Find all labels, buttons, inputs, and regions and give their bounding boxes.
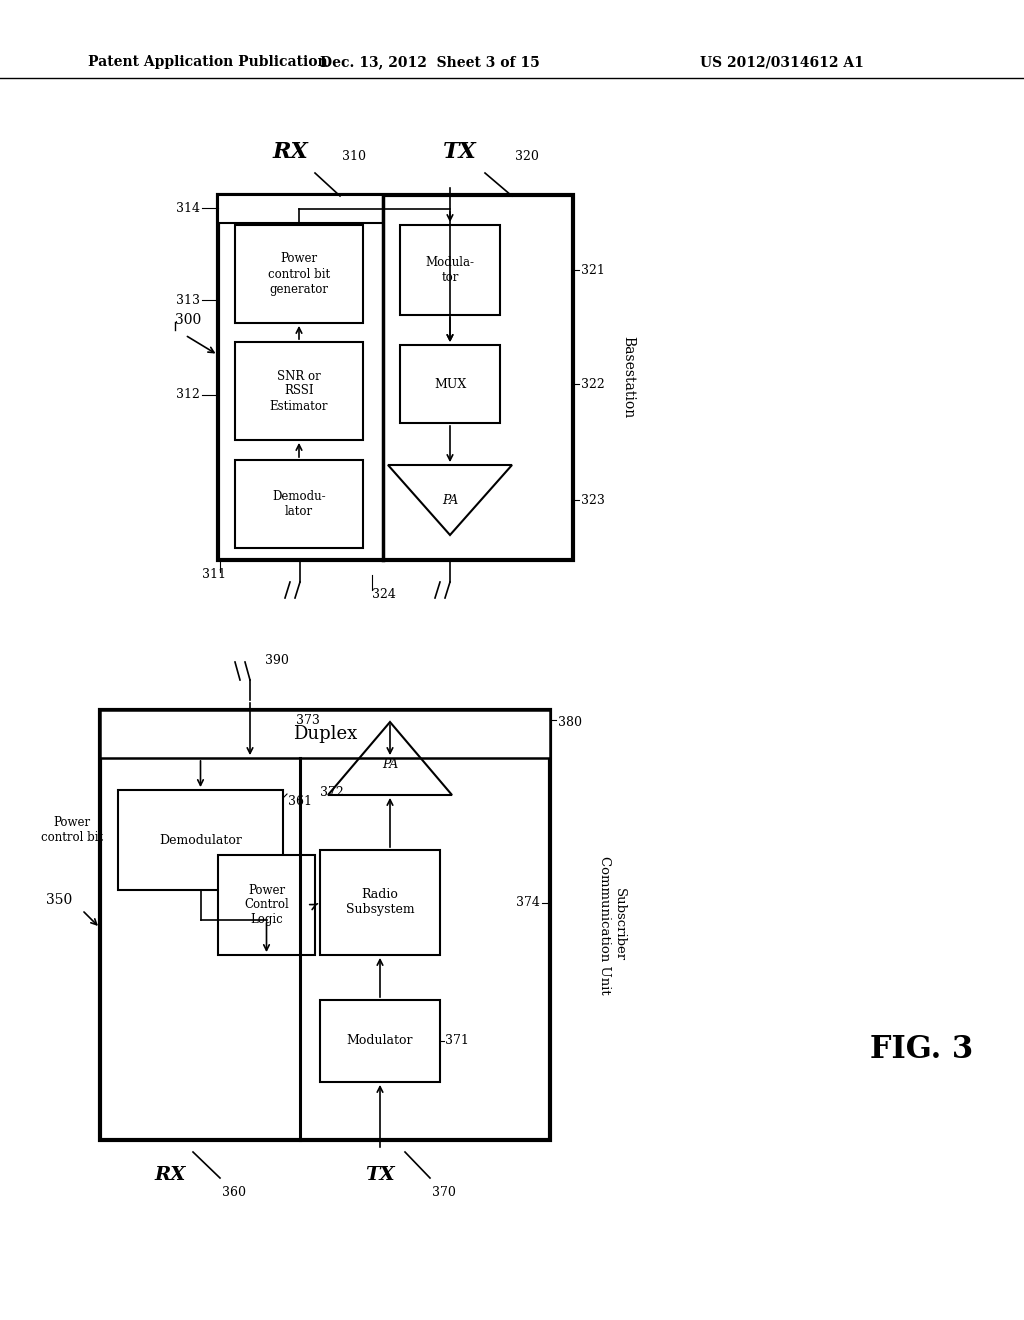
Bar: [234, 459, 362, 548]
Text: 371: 371: [445, 1035, 469, 1048]
Text: SNR or
RSSI
Estimator: SNR or RSSI Estimator: [269, 370, 329, 412]
Text: 323: 323: [581, 494, 605, 507]
Bar: [218, 195, 383, 223]
Text: PA: PA: [442, 494, 458, 507]
Text: PA: PA: [382, 759, 398, 771]
Text: RX: RX: [272, 141, 308, 162]
Bar: [234, 342, 362, 440]
Text: 370: 370: [432, 1185, 456, 1199]
Text: Power
control bit: Power control bit: [41, 816, 103, 843]
Text: TX: TX: [443, 141, 477, 162]
Bar: [319, 1001, 440, 1082]
Text: Modula-
tor: Modula- tor: [426, 256, 474, 284]
Text: Demodu-
lator: Demodu- lator: [272, 490, 326, 517]
Bar: [100, 710, 550, 758]
Text: Power
control bit
generator: Power control bit generator: [268, 252, 330, 296]
Text: 390: 390: [265, 653, 289, 667]
Text: 361: 361: [288, 795, 312, 808]
Text: 350: 350: [46, 894, 72, 907]
Text: Modulator: Modulator: [347, 1035, 414, 1048]
Text: US 2012/0314612 A1: US 2012/0314612 A1: [700, 55, 864, 69]
Bar: [218, 195, 573, 560]
Text: Patent Application Publication: Patent Application Publication: [88, 55, 328, 69]
Text: 360: 360: [222, 1185, 246, 1199]
Bar: [319, 850, 440, 954]
Bar: [218, 855, 315, 954]
Text: MUX: MUX: [434, 378, 466, 391]
Text: 374: 374: [516, 896, 540, 909]
Text: 321: 321: [581, 264, 605, 276]
Text: Subscriber
Communication Unit: Subscriber Communication Unit: [598, 855, 626, 994]
Text: 373: 373: [296, 714, 319, 726]
Bar: [234, 224, 362, 323]
Text: 314: 314: [176, 202, 200, 214]
Text: RX: RX: [155, 1166, 185, 1184]
Text: Demodulator: Demodulator: [159, 833, 242, 846]
Text: Dec. 13, 2012  Sheet 3 of 15: Dec. 13, 2012 Sheet 3 of 15: [321, 55, 540, 69]
Bar: [400, 345, 500, 422]
Text: Duplex: Duplex: [293, 725, 357, 743]
Text: 380: 380: [558, 715, 582, 729]
Text: 322: 322: [581, 378, 605, 391]
Text: 300: 300: [175, 313, 202, 327]
Text: 311: 311: [202, 568, 226, 581]
Text: 313: 313: [176, 293, 200, 306]
Bar: [118, 789, 283, 890]
Text: Power
Control
Logic: Power Control Logic: [244, 883, 289, 927]
Text: 310: 310: [342, 150, 366, 164]
Text: 312: 312: [176, 388, 200, 401]
Text: 324: 324: [372, 587, 396, 601]
Text: 320: 320: [515, 150, 539, 164]
Bar: [100, 710, 550, 1140]
Text: FIG. 3: FIG. 3: [870, 1035, 973, 1065]
Text: Radio
Subsystem: Radio Subsystem: [346, 888, 415, 916]
Text: TX: TX: [366, 1166, 395, 1184]
Text: 372: 372: [319, 787, 344, 800]
Bar: [400, 224, 500, 315]
Text: Basestation: Basestation: [621, 337, 635, 418]
